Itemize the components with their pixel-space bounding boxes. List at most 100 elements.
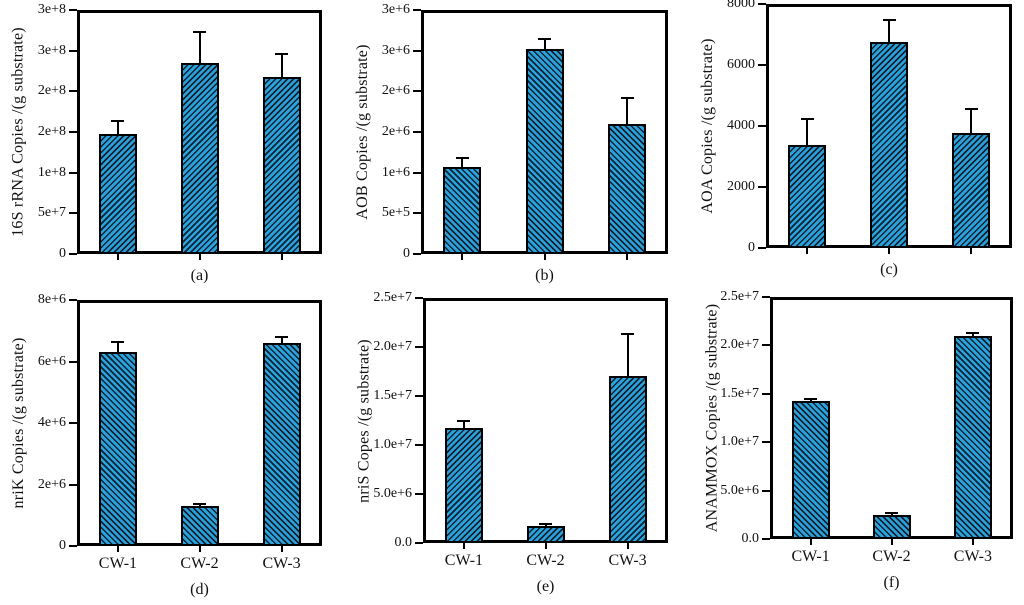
error-bar (626, 334, 629, 377)
x-tick-label: CW-2 (180, 555, 219, 572)
y-tick-label: 1.0e+7 (373, 437, 412, 452)
y-tick (413, 171, 421, 174)
y-tick-label: 2.0e+7 (720, 337, 759, 353)
error-cap (111, 341, 125, 344)
bar (180, 505, 219, 544)
y-tick-label: 6000 (727, 57, 755, 72)
panel-a: 16S rRNA Copies /(g substrate) 0 5e+7 1e+8… (10, 2, 322, 284)
y-tick-label: 1.5e+7 (720, 385, 759, 401)
y-tick (758, 64, 766, 66)
y-tick-label: 2.5e+7 (720, 289, 759, 304)
y-tick (413, 49, 421, 52)
error-cap (193, 502, 206, 505)
y-tick (413, 131, 421, 133)
panel-caption: (d) (190, 581, 209, 598)
y-tick (69, 212, 77, 215)
bar (608, 376, 647, 541)
x-tick (970, 248, 973, 254)
y-tick (69, 131, 77, 133)
y-tick (762, 296, 770, 298)
y-tick (415, 297, 423, 299)
y-axis-label: AOB Copies /(g substrate) (354, 44, 371, 220)
panel-caption: (a) (190, 267, 209, 284)
x-tick (280, 254, 283, 260)
bar (98, 134, 137, 252)
y-tick-label: 2e+8 (37, 83, 66, 99)
bar (443, 166, 482, 252)
y-tick-label: 4e+6 (37, 415, 66, 430)
error-bar (280, 337, 283, 343)
bar (180, 63, 219, 252)
error-cap (457, 419, 471, 422)
y-tick-label: 5.0e+6 (373, 486, 412, 501)
y-tick (762, 344, 770, 347)
y-tick (69, 90, 77, 93)
y-tick (413, 253, 421, 255)
y-tick (413, 90, 421, 93)
x-tick-label: CW-2 (872, 548, 911, 565)
y-tick (762, 489, 770, 492)
plot-area: 0 2e+6 4e+6 6e+6 8e+6 CW-1 CW-2 CW-3 (38, 292, 322, 572)
plot-area: 0 5e+7 1e+8 2e+8 2e+8 3e+8 3e+8 (38, 2, 322, 261)
y-tick (758, 125, 766, 127)
x-tick (809, 539, 812, 545)
y-tick-label: 2e+6 (37, 476, 66, 492)
error-cap (275, 53, 289, 56)
x-tick (626, 543, 629, 549)
x-tick-label: CW-3 (953, 548, 992, 565)
x-tick-label: CW-2 (526, 552, 565, 569)
error-bar (461, 157, 464, 167)
y-tick-label: 1.5e+7 (373, 388, 412, 403)
y-tick (762, 441, 770, 444)
error-bar (970, 109, 973, 134)
bar (953, 335, 992, 537)
y-tick-label: 2000 (727, 179, 755, 194)
plot-frame (423, 298, 668, 543)
y-tick-label: 3e+8 (37, 2, 66, 17)
panel-e: nriS Copes /(g substrate) 0.0 5.0e+6 1.0e+… (356, 290, 668, 595)
panel-b: AOB Copies /(g substrate) 0 5e+5 1e+6 2e+6 2… (354, 2, 668, 284)
plot-frame (77, 300, 322, 546)
y-tick-label: 0.0 (394, 535, 413, 550)
y-tick (415, 346, 423, 348)
y-tick (762, 538, 770, 540)
bar (444, 428, 483, 541)
y-tick-label: 4000 (727, 118, 755, 133)
y-tick-label: 5e+7 (37, 205, 66, 221)
error-bar (626, 98, 629, 124)
y-tick-label: 0 (59, 246, 66, 261)
plot-area: 0 2000 4000 6000 8000 (727, 0, 1012, 255)
error-cap (538, 37, 551, 40)
panel-d: nriK Copies /(g substrate) 0 2e+6 4e+6 6e+6… (10, 292, 322, 598)
error-bar (890, 513, 893, 515)
y-tick (69, 360, 77, 363)
plot-frame (766, 4, 1012, 248)
bar (870, 41, 908, 246)
x-tick (462, 543, 465, 549)
error-cap (804, 397, 818, 400)
x-tick (890, 539, 893, 545)
y-tick (69, 545, 77, 547)
y-tick-label: 2e+6 (381, 124, 410, 139)
y-tick-label: 3e+8 (37, 42, 66, 58)
y-tick-label: 3e+6 (381, 42, 410, 58)
x-tick (198, 254, 201, 260)
x-tick-label: CW-3 (262, 555, 301, 572)
y-tick (413, 212, 421, 215)
y-tick-label: 8e+6 (37, 292, 66, 307)
bar (788, 144, 827, 246)
error-cap (620, 97, 634, 100)
y-tick (69, 9, 77, 11)
error-cap (455, 156, 469, 159)
y-axis-label: 16S rRNA Copies /(g substrate) (10, 27, 27, 237)
bar (952, 133, 991, 246)
error-cap (966, 331, 980, 334)
error-bar (280, 54, 283, 78)
plot-area: 0 5e+5 1e+6 2e+6 2e+6 3e+6 3e+6 (382, 2, 668, 261)
plot-frame (77, 10, 322, 254)
y-tick-label: 1.0e+7 (720, 434, 759, 450)
x-tick (544, 543, 547, 549)
x-tick-label: CW-1 (98, 555, 138, 572)
bar (608, 123, 647, 252)
